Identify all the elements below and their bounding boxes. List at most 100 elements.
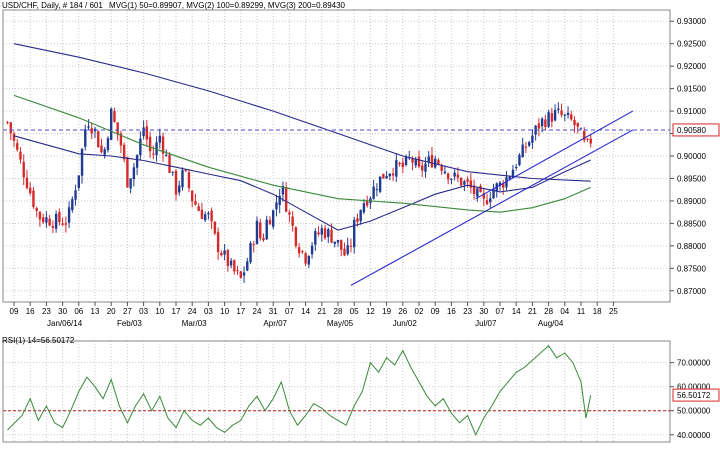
candle-body <box>174 170 178 195</box>
candle-body <box>372 186 375 199</box>
candle <box>207 211 210 220</box>
x-tick-label: 30 <box>479 307 488 316</box>
candle-body <box>236 270 239 272</box>
candle-body <box>502 183 505 188</box>
candle <box>16 139 19 152</box>
x-tick-label: 16 <box>26 307 35 316</box>
x-tick-label: 31 <box>269 307 278 316</box>
price-y-tick-label: 0.90000 <box>677 152 706 161</box>
candle <box>9 121 12 141</box>
candle-body <box>395 160 398 177</box>
candle <box>395 153 398 182</box>
candle-body <box>122 144 126 160</box>
trendline-2 <box>475 110 634 200</box>
candle-body <box>476 188 479 197</box>
x-tick-label: 03 <box>204 307 213 316</box>
candle <box>573 116 576 133</box>
x-tick-label: 21 <box>317 307 326 316</box>
legend-ma2: MVG(2) 100=0.89299 <box>186 1 264 10</box>
candle <box>48 215 51 227</box>
candle <box>340 239 343 257</box>
candle-body <box>158 135 161 143</box>
candle-body <box>288 212 291 215</box>
candle-body <box>434 158 437 168</box>
candle-body <box>265 219 268 240</box>
candle-body <box>589 138 592 144</box>
price-y-tick-label: 0.88500 <box>677 219 706 228</box>
candle-body <box>537 123 541 129</box>
candle <box>161 132 165 162</box>
candle <box>281 181 285 202</box>
candle-body <box>570 114 573 120</box>
last-price-label: 0.90580 <box>677 126 706 135</box>
x-tick-label: 23 <box>463 307 472 316</box>
x-tick-label: 27 <box>123 307 132 316</box>
candle <box>550 108 554 128</box>
candle <box>229 257 233 269</box>
candle <box>385 171 388 180</box>
x-month-label: Mar/03 <box>182 319 207 328</box>
candle <box>288 209 291 223</box>
candle-body <box>48 218 51 226</box>
price-y-tick-label: 0.92500 <box>677 40 706 49</box>
candle-body <box>249 243 252 263</box>
candle-body <box>29 187 32 194</box>
candle-body <box>540 118 544 127</box>
candle <box>145 119 149 147</box>
candle-body <box>113 110 116 122</box>
candle <box>372 179 375 200</box>
x-tick-label: 07 <box>496 307 505 316</box>
x-tick-label: 17 <box>172 307 181 316</box>
candle-body <box>84 129 87 147</box>
candle <box>168 152 171 174</box>
ma200-line <box>13 43 591 182</box>
candle <box>97 130 100 148</box>
candle <box>126 156 129 188</box>
candle <box>401 157 404 174</box>
candle <box>239 270 242 279</box>
candle-body <box>19 151 22 160</box>
candle <box>589 134 592 148</box>
candle-body <box>398 162 401 165</box>
candle <box>566 106 570 119</box>
candle-body <box>291 216 294 226</box>
candle-body <box>194 201 197 205</box>
ma100-line <box>13 94 591 213</box>
x-month-label: Apr/07 <box>263 319 287 328</box>
candle-body <box>80 148 84 176</box>
candle-body <box>466 179 469 182</box>
candle-body <box>314 231 317 245</box>
candle <box>346 237 349 256</box>
candle <box>210 207 213 229</box>
x-tick-label: 03 <box>139 307 148 316</box>
candle-body <box>229 260 233 266</box>
candle-body <box>61 223 64 225</box>
ma50-line <box>13 135 591 231</box>
candle <box>203 211 207 222</box>
candle <box>391 167 395 182</box>
legend-ma3: MVG(3) 200=0.89430 <box>267 1 346 10</box>
candle-body <box>443 171 447 174</box>
x-tick-label: 12 <box>366 307 375 316</box>
candle-body <box>135 155 139 168</box>
price-y-tick-label: 0.87000 <box>677 287 706 296</box>
rsi-y-tick-label: 70.00000 <box>677 359 711 368</box>
last-price-tag <box>672 123 720 137</box>
candle <box>482 187 485 207</box>
candle <box>521 137 524 158</box>
candle <box>430 147 434 169</box>
candle-body <box>32 190 35 208</box>
candle-body <box>87 126 90 128</box>
candle <box>38 211 42 227</box>
candle <box>51 220 55 234</box>
candle <box>275 194 278 217</box>
candle <box>485 193 489 206</box>
candle-body <box>203 214 207 221</box>
candle-body <box>132 167 136 180</box>
candle <box>388 173 392 181</box>
candle-body <box>307 255 311 265</box>
candle-body <box>246 261 249 271</box>
x-month-label: Aug/04 <box>538 319 564 328</box>
candle <box>524 141 528 154</box>
candle-body <box>573 119 576 126</box>
